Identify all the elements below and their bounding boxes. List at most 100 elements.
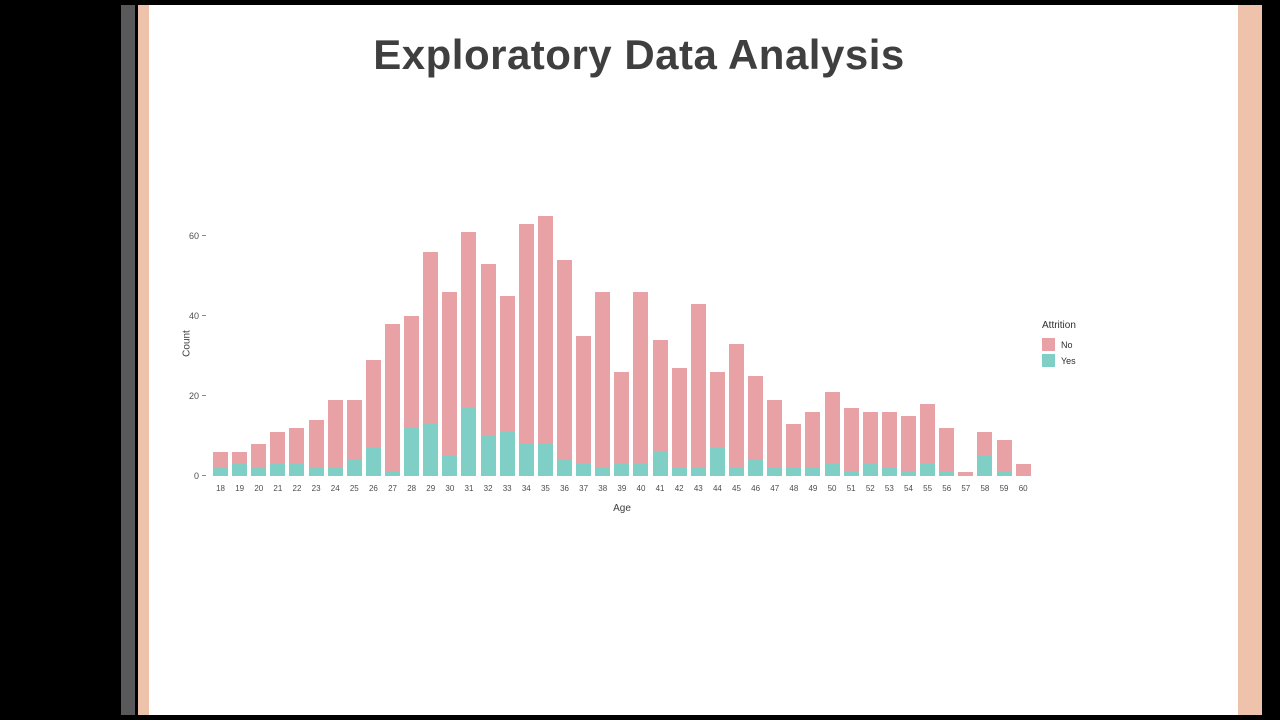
bar-segment-yes	[996, 472, 1012, 476]
bar-segment-yes	[499, 432, 515, 476]
x-tick-label: 55	[923, 484, 933, 493]
bar-segment-yes	[614, 464, 630, 476]
x-tick-label: 52	[865, 484, 875, 493]
x-tick-label: 23	[311, 484, 321, 493]
y-tick-label: 40	[188, 311, 199, 321]
x-tick-label: 46	[751, 484, 761, 493]
bar-segment-no	[900, 416, 916, 472]
bar-group	[918, 210, 937, 476]
bar-group	[880, 210, 899, 476]
bar-segment-no	[729, 344, 744, 468]
x-tick-label: 58	[980, 484, 990, 493]
bar-segment-no	[270, 432, 286, 464]
y-tick-mark	[202, 315, 206, 316]
bar-group	[708, 210, 727, 476]
bar-group	[956, 210, 975, 476]
bar-segment-yes	[404, 428, 420, 476]
x-tick-label: 54	[904, 484, 913, 493]
bar-segment-no	[289, 428, 305, 464]
bar-group	[211, 210, 230, 476]
y-tick-mark	[202, 235, 206, 236]
bar-segment-yes	[537, 444, 553, 476]
bar-segment-no	[767, 400, 783, 468]
bar-segment-no	[709, 372, 725, 448]
bar-segment-yes	[232, 464, 248, 476]
legend-label-yes: Yes	[1061, 355, 1076, 366]
x-tick-label: 29	[426, 484, 436, 493]
x-tick-label: 53	[884, 484, 894, 493]
x-tick-label: 35	[540, 484, 550, 493]
bar-segment-yes	[824, 464, 840, 476]
bar-segment-yes	[461, 408, 477, 476]
bar-segment-no	[251, 444, 267, 468]
bar-segment-no	[442, 292, 458, 456]
bar-group	[899, 210, 918, 476]
bar-segment-yes	[920, 464, 936, 476]
bar-group	[842, 210, 861, 476]
bar-segment-yes	[346, 460, 362, 476]
bar-group	[345, 210, 364, 476]
bar-segment-no	[232, 452, 248, 464]
x-tick-label: 38	[598, 484, 608, 493]
x-tick-label: 43	[693, 484, 703, 493]
x-tick-label: 33	[502, 484, 512, 493]
slide-canvas: Exploratory Data Analysis 0 20 40 60 Count …	[149, 5, 1238, 715]
bar-group	[479, 210, 498, 476]
bar-segment-no	[690, 304, 706, 468]
bar-segment-yes	[308, 468, 324, 476]
bar-segment-yes	[557, 460, 573, 476]
bar-group	[593, 210, 612, 476]
bar-segment-no	[404, 316, 420, 428]
bar-segment-yes	[690, 468, 706, 476]
bar-segment-no	[996, 440, 1012, 472]
bar-segment-no	[499, 296, 515, 432]
bar-segment-yes	[633, 464, 649, 476]
y-tick-mark	[202, 475, 206, 476]
x-tick-label: 19	[235, 484, 245, 493]
x-tick-label: 26	[368, 484, 378, 493]
chart-legend: Attrition No Yes	[1042, 320, 1076, 367]
bar-segment-yes	[862, 464, 878, 476]
x-tick-label: 37	[579, 484, 589, 493]
bar-segment-yes	[518, 444, 534, 476]
bar-group	[689, 210, 708, 476]
bar-segment-yes	[652, 452, 668, 476]
y-tick-mark	[202, 395, 206, 396]
bar-group	[670, 210, 689, 476]
x-tick-label: 56	[942, 484, 952, 493]
bar-segment-no	[939, 428, 955, 472]
bar-segment-no	[213, 452, 229, 468]
x-tick-label: 50	[827, 484, 837, 493]
x-tick-label: 21	[273, 484, 283, 493]
bar-segment-no	[1015, 464, 1031, 476]
x-axis-tick-labels: 18 19 20 21 22 23 24 25 26 27 28 29 30 31 32 33 34 35 36 37…	[211, 484, 1033, 493]
bar-segment-yes	[213, 468, 229, 476]
y-axis-ticks: 0 20 40 60	[149, 210, 207, 481]
bar-segment-yes	[939, 472, 955, 476]
x-tick-label: 41	[655, 484, 665, 493]
x-tick-label: 45	[732, 484, 741, 493]
x-tick-label: 36	[560, 484, 569, 493]
theme-stripe-salmon-left	[138, 5, 149, 715]
bar-segment-no	[958, 472, 974, 476]
bar-segment-no	[881, 412, 897, 468]
x-tick-label: 51	[846, 484, 856, 493]
bar-segment-no	[461, 232, 477, 408]
x-tick-label: 32	[483, 484, 493, 493]
bar-segment-yes	[900, 472, 916, 476]
bar-group	[803, 210, 822, 476]
legend-swatch-yes	[1042, 354, 1055, 367]
bar-segment-no	[652, 340, 668, 452]
y-tick-label: 0	[193, 471, 199, 481]
bar-segment-yes	[576, 464, 592, 476]
bar-group	[383, 210, 402, 476]
bar-group	[498, 210, 517, 476]
bar-segment-yes	[423, 424, 439, 476]
x-tick-label: 27	[388, 484, 397, 493]
x-tick-label: 39	[617, 484, 627, 493]
bar-group	[784, 210, 803, 476]
legend-entry-no: No	[1042, 338, 1076, 351]
bar-segment-no	[423, 252, 439, 424]
bar-segment-yes	[270, 464, 286, 476]
